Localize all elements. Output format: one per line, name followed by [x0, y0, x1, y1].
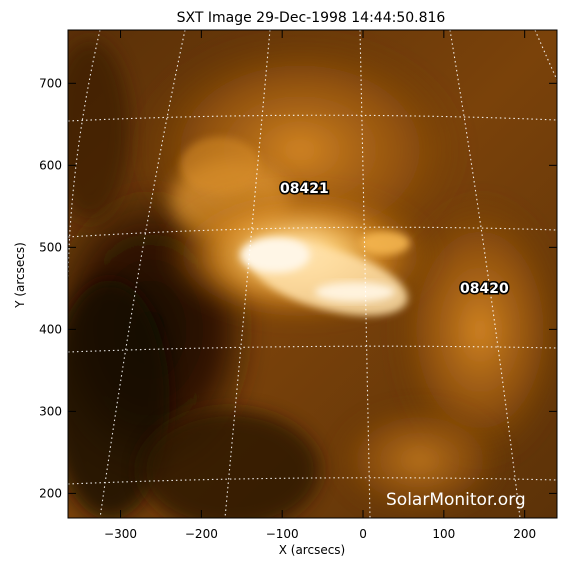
solarmonitor-watermark: SolarMonitor.org: [386, 490, 526, 510]
x-axis-ticks: −300 −200 −100 0 100 200: [104, 30, 536, 541]
y-tick-label: 300: [39, 404, 62, 418]
x-axis-label: X (arcsecs): [279, 543, 346, 557]
y-tick-label: 700: [39, 76, 62, 90]
x-tick-label: −100: [266, 527, 299, 541]
figure-title: SXT Image 29-Dec-1998 14:44:50.816: [177, 10, 446, 26]
region-label-08421: 08421: [280, 181, 329, 197]
y-tick-label: 500: [39, 240, 62, 254]
y-axis-ticks: 200 300 400 500 600 700: [39, 76, 557, 500]
y-tick-label: 200: [39, 486, 62, 500]
y-axis-label: Y (arcsecs): [13, 242, 27, 309]
plot-frame: [67, 29, 558, 519]
heliographic-grid: [68, 30, 557, 518]
x-tick-label: 100: [432, 527, 455, 541]
y-tick-label: 600: [39, 158, 62, 172]
region-label-08420: 08420: [460, 281, 509, 297]
x-tick-label: −200: [185, 527, 218, 541]
sxt-solar-image: [68, 30, 557, 518]
x-tick-label: 0: [359, 527, 367, 541]
y-tick-label: 400: [39, 322, 62, 336]
x-tick-label: −300: [104, 527, 137, 541]
x-tick-label: 200: [513, 527, 536, 541]
